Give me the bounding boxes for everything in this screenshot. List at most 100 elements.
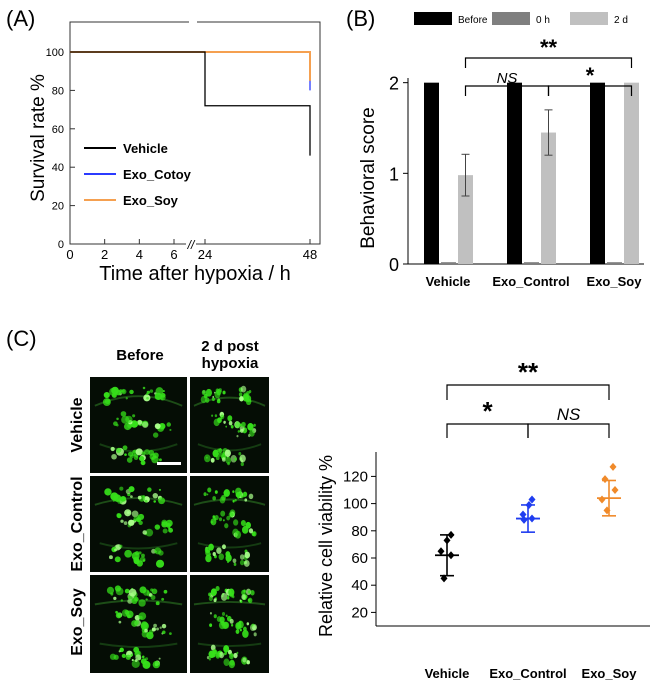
fluorescent-cell — [230, 425, 234, 429]
bar-before — [424, 82, 439, 265]
fluorescent-cell — [135, 455, 139, 458]
fluorescent-cell — [245, 395, 252, 403]
fluorescent-cell — [239, 599, 242, 602]
fluorescent-cell — [232, 490, 235, 493]
bar-2d — [624, 82, 639, 265]
fluorescent-cell — [141, 655, 145, 659]
fluorescent-cell — [110, 446, 115, 452]
fluorescent-cell — [228, 660, 236, 669]
fluorescent-cell — [229, 509, 236, 517]
fluorescent-cell — [234, 530, 242, 539]
fluorescent-cell — [223, 489, 230, 497]
x-tick-label: Exo_Control — [489, 666, 566, 680]
fluorescent-cell — [225, 425, 227, 428]
fluorescent-cell — [137, 419, 143, 425]
fluorescent-cell — [239, 423, 242, 427]
fluorescent-cell — [214, 517, 217, 521]
bar-before — [590, 82, 605, 265]
data-point — [440, 574, 448, 583]
fluorescent-cell — [154, 550, 157, 553]
fluorescent-cell — [154, 392, 163, 401]
fluorescent-cell — [152, 660, 161, 669]
axis-break-gap — [186, 238, 196, 250]
fluorescent-cell — [225, 456, 232, 464]
fluorescent-cell — [124, 588, 130, 594]
axis-break: // — [187, 238, 196, 252]
fluorescent-cell — [234, 457, 238, 461]
fluorescent-cell — [118, 650, 121, 653]
micrograph-exo-control-2d — [190, 476, 269, 572]
fluorescent-cell — [211, 414, 214, 417]
fluorescent-cell — [142, 559, 146, 562]
legend-label: Vehicle — [123, 141, 168, 156]
fluorescent-cell — [114, 548, 118, 552]
fluorescent-cell — [240, 519, 246, 527]
legend-label: Before — [458, 15, 488, 26]
x-axis-label: Time after hypoxia / h — [99, 263, 291, 285]
fluorescent-cell — [113, 596, 117, 601]
col-label-2d-line2: hypoxia — [201, 355, 259, 372]
fluorescent-cell — [241, 594, 246, 600]
tissue-outline — [193, 601, 266, 606]
y-tick-label: 20 — [52, 201, 64, 213]
fluorescent-cell — [119, 486, 124, 491]
fluorescent-cell — [114, 556, 121, 563]
row-label-vehicle: Vehicle — [69, 397, 86, 453]
fluorescent-cell — [131, 659, 140, 669]
fluorescent-cell — [138, 599, 146, 607]
fluorescent-cell — [162, 630, 166, 634]
fluorescent-cell — [234, 498, 237, 502]
fluorescent-cell — [225, 614, 228, 618]
data-point — [611, 486, 619, 494]
fluorescent-cell — [127, 598, 133, 604]
fluorescent-cell — [228, 420, 233, 426]
micrograph-exo-control-before — [90, 476, 187, 572]
fluorescent-cell — [212, 515, 216, 519]
tissue-outline — [197, 642, 262, 647]
data-point — [447, 530, 455, 539]
fluorescent-cell — [227, 649, 232, 655]
fluorescent-cell — [216, 398, 221, 404]
fluorescent-cell — [120, 411, 127, 417]
fluorescent-cell — [169, 632, 172, 635]
significance-label: ** — [540, 35, 558, 60]
legend-label: 2 d — [614, 15, 628, 26]
fluorescent-cell — [133, 516, 139, 522]
fluorescent-cell — [239, 559, 245, 566]
panel-label-a: (A) — [6, 6, 36, 31]
fluorescent-cell — [115, 612, 122, 619]
data-point — [520, 515, 528, 524]
fluorescent-cell — [161, 597, 165, 601]
fluorescent-cell — [138, 612, 147, 621]
fluorescent-cell — [246, 660, 250, 665]
fluorescent-cell — [221, 457, 226, 462]
fluorescent-cell — [116, 417, 119, 421]
fluorescent-cell — [140, 621, 148, 629]
x-tick-label: 24 — [198, 247, 212, 262]
fluorescent-cell — [246, 622, 250, 626]
fluorescent-cell — [222, 451, 225, 456]
tissue-outline — [193, 498, 266, 506]
fluorescent-cell — [147, 487, 152, 492]
fluorescent-cell — [219, 496, 226, 504]
fluorescent-cell — [205, 554, 212, 563]
fluorescent-cell — [218, 451, 223, 457]
fluorescent-cell — [218, 388, 222, 393]
panel-label-b: (B) — [346, 6, 376, 31]
fluorescent-cell — [162, 390, 165, 393]
significance-label: NS — [557, 405, 581, 424]
y-tick-label: 100 — [343, 496, 368, 513]
fluorescent-cell — [126, 511, 130, 515]
fluorescent-cell — [223, 658, 230, 666]
fluorescent-cell — [212, 552, 216, 557]
fluorescent-cell — [121, 389, 125, 393]
significance-bracket — [547, 85, 633, 96]
data-point — [519, 510, 527, 519]
fluorescent-cell — [240, 462, 244, 467]
fluorescent-cell — [137, 513, 145, 520]
fluorescent-cell — [233, 562, 237, 566]
fluorescent-cell — [238, 451, 242, 456]
fluorescent-cell — [116, 447, 122, 453]
fluorescent-cell — [168, 527, 174, 533]
fluorescent-cell — [213, 418, 220, 427]
